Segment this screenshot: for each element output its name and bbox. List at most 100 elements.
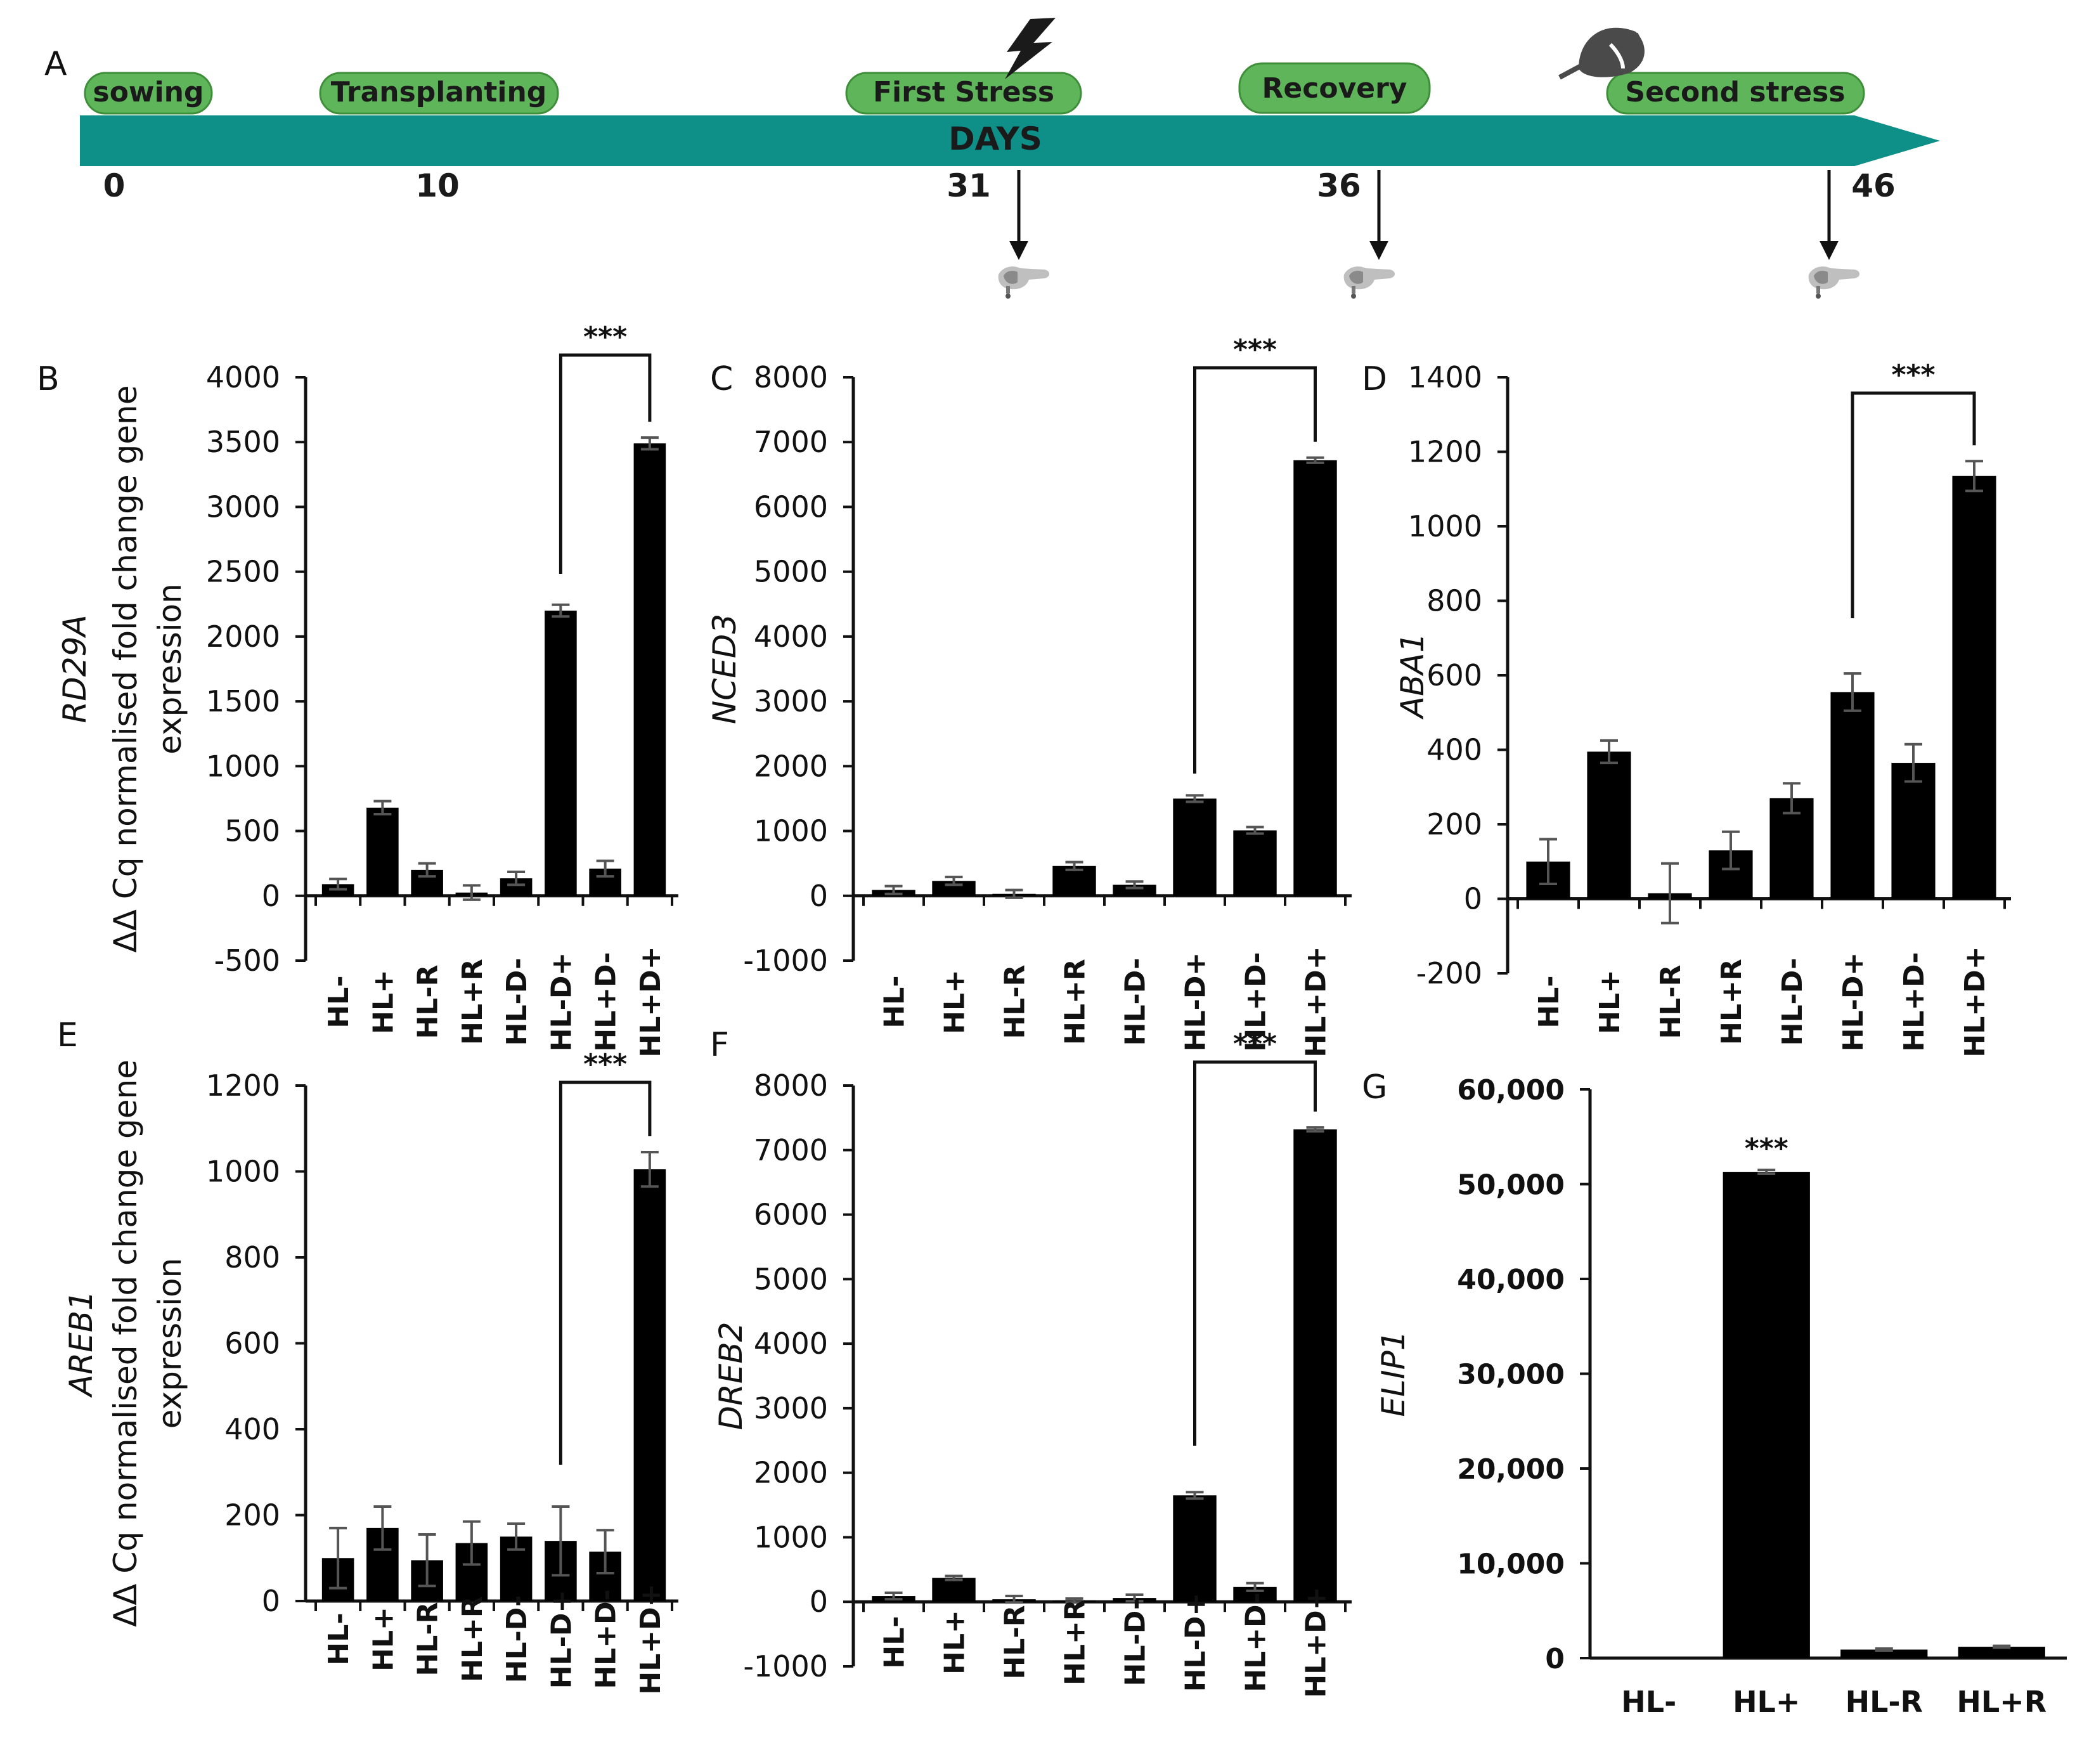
y-tick-label: 0: [810, 879, 828, 913]
sampling-arrow-46: [1808, 170, 1860, 299]
gene-label-elip1: ELIP1: [1375, 1330, 1412, 1417]
category-label: HL+: [1594, 970, 1626, 1034]
category-label: HL+D+: [635, 946, 667, 1057]
y-tick-label: 60,000: [1457, 1074, 1565, 1106]
y-tick-label: 20,000: [1457, 1453, 1565, 1486]
significance-bracket: [559, 353, 652, 574]
y-tick-label: 30,000: [1457, 1359, 1565, 1391]
y-tick-label: -1000: [743, 944, 828, 978]
y-tick-label: 1200: [1408, 435, 1482, 469]
y-tick-label: 2000: [206, 619, 280, 654]
category-label: HL-: [1533, 975, 1565, 1028]
chart-panel-e: E 0 200 400 600 800 1000 1200 HL- HL+ HL-R HL+R HL-D…: [57, 1016, 678, 1695]
day-label-10: 10: [415, 167, 460, 204]
category-label: HL-: [323, 975, 355, 1028]
stage-label-sowing: sowing: [93, 76, 204, 108]
no-rain-icon: [1558, 27, 1645, 80]
sampling-arrow-31: [998, 170, 1050, 299]
category-label: HL+R: [456, 959, 489, 1045]
category-label: HL+: [939, 1610, 971, 1675]
day-label-36: 36: [1317, 167, 1361, 204]
y-tick-label: 4000: [754, 1326, 828, 1361]
stage-label-transplanting: Transplanting: [331, 76, 547, 108]
y-tick-label: 600: [224, 1326, 280, 1361]
category-label: HL+D-: [1898, 952, 1930, 1051]
y-tick-label: 6000: [754, 490, 828, 524]
timeline-arrow-bar: [80, 115, 1940, 166]
y-tick-label: 40,000: [1457, 1264, 1565, 1296]
y-tick-label: 1000: [206, 1155, 280, 1189]
y-tick-label: 5000: [754, 555, 828, 589]
y-tick-label: 1400: [1408, 360, 1482, 394]
category-label: HL-R: [1655, 964, 1687, 1039]
y-axis-label: ΔΔ Cq normalised fold change gene: [107, 386, 144, 953]
category-label: HL+D-: [1240, 1592, 1272, 1692]
significance-bracket: [1851, 391, 1976, 618]
y-tick-label: 500: [224, 814, 280, 848]
panel-letter-e: E: [57, 1016, 78, 1054]
y-tick-label: 0: [810, 1585, 828, 1619]
y-axis-label: ΔΔ Cq normalised fold change gene: [107, 1060, 144, 1627]
y-tick-label: 0: [1545, 1643, 1565, 1675]
y-tick-label: 1000: [206, 749, 280, 783]
category-label: HL-R: [412, 964, 444, 1039]
stage-recovery: Recovery: [1238, 62, 1431, 114]
category-label: HL-: [1621, 1685, 1676, 1719]
y-tick-label: 0: [262, 879, 280, 913]
y-axis-label: expression: [152, 583, 188, 755]
bar-charts: B-50005001000150020002500300035004000HL-…: [37, 321, 2067, 1719]
significance-stars: ***: [583, 1048, 627, 1080]
significance-bracket: [1193, 1060, 1317, 1446]
category-label: HL-D-: [501, 1595, 533, 1683]
lightning-icon: [1005, 18, 1056, 79]
panel-letter-c: C: [710, 360, 733, 398]
category-label: HL+R: [1059, 1599, 1092, 1685]
y-tick-label: 600: [1426, 658, 1482, 692]
category-label: HL-D-: [1120, 958, 1152, 1046]
category-label: HL+R: [1059, 959, 1092, 1045]
significance-stars: ***: [1233, 334, 1277, 366]
bar-hl+d-: [1233, 1586, 1277, 1602]
y-tick-label: 8000: [754, 360, 828, 394]
panel-letter-g: G: [1362, 1068, 1387, 1106]
y-tick-label: 7000: [754, 425, 828, 459]
category-label: HL-: [879, 975, 911, 1028]
category-label: HL-D+: [1837, 952, 1870, 1052]
significance-bracket: [559, 1080, 652, 1465]
bar-hl+: [932, 881, 976, 896]
bar-hl-d+: [545, 611, 577, 896]
bar-hl-d+: [1830, 692, 1875, 899]
category-label: HL-D+: [545, 1590, 578, 1689]
y-tick-label: 1000: [754, 1520, 828, 1554]
category-label: HL+D+: [1300, 1586, 1333, 1697]
y-tick-label: 3500: [206, 425, 280, 459]
chart-panel-b: B -500 0 500 1000 1500 2000 2500 3000 3500 4000 HL-…: [37, 321, 678, 1058]
sampling-arrow-36: [1343, 170, 1395, 299]
y-tick-label: -200: [1416, 956, 1482, 990]
bar-hl+: [1587, 751, 1631, 899]
bar-hl+d-: [1891, 763, 1936, 899]
stage-first-stress: First Stress: [845, 72, 1082, 115]
y-tick-label: 1000: [754, 814, 828, 848]
gene-label-nced3: NCED3: [706, 614, 743, 724]
category-label: HL-R: [412, 1602, 444, 1676]
y-tick-label: 7000: [754, 1133, 828, 1167]
day-label-46: 46: [1851, 167, 1896, 204]
day-label-31: 31: [947, 167, 991, 204]
y-tick-label: 5000: [754, 1262, 828, 1296]
category-label: HL+: [1733, 1685, 1800, 1719]
y-tick-label: 1200: [206, 1068, 280, 1103]
y-tick-label: 200: [1426, 807, 1482, 841]
y-tick-label: 2000: [754, 1456, 828, 1490]
y-tick-label: 800: [1426, 584, 1482, 618]
bar-hl-d-: [1113, 885, 1156, 896]
bar-hl-d-: [1769, 798, 1814, 899]
stage-label-first-stress: First Stress: [873, 76, 1054, 108]
gene-label-areb1: AREB1: [63, 1290, 100, 1398]
y-tick-label: 400: [1426, 733, 1482, 767]
y-tick-label: 2000: [754, 749, 828, 783]
bar-hl+: [932, 1578, 976, 1602]
day-label-0: 0: [103, 167, 126, 204]
category-label: HL-R: [999, 1605, 1031, 1679]
panel-letter-b: B: [37, 360, 60, 398]
